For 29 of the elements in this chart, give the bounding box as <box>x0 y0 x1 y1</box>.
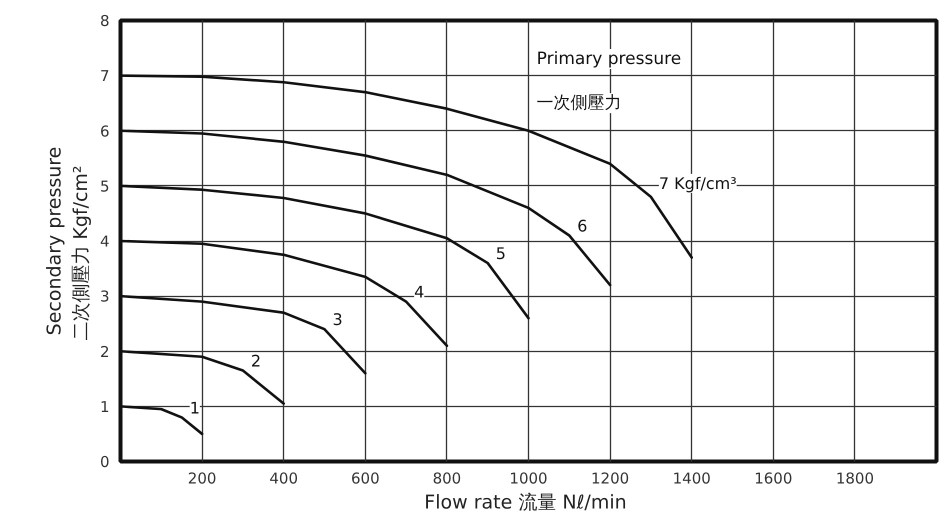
y-tick-label: 6 <box>100 122 110 140</box>
series-label: 4 <box>414 282 424 302</box>
y-tick-label: 4 <box>100 232 110 250</box>
series-label: 1 <box>190 398 200 418</box>
y-tick-label: 8 <box>100 12 110 30</box>
x-tick-label: 1400 <box>672 470 711 488</box>
x-tick-label: 1000 <box>509 470 548 488</box>
series-label: 5 <box>496 244 506 264</box>
x-tick-label: 1200 <box>591 470 630 488</box>
y-tick-label: 0 <box>100 453 110 471</box>
series-label: 3 <box>332 310 343 330</box>
y-tick-label: 5 <box>100 177 110 196</box>
x-tick-label: 400 <box>269 470 298 488</box>
x-tick-label: 1800 <box>836 470 874 488</box>
y-tick-label: 2 <box>100 342 110 361</box>
series-label: 6 <box>577 216 588 236</box>
x-tick-label: 800 <box>432 470 462 488</box>
annotation: Primary pressure <box>536 49 682 70</box>
x-tick-label: 200 <box>188 470 216 488</box>
x-axis-title: Flow rate 流量 Nℓ/min <box>424 492 627 514</box>
y-tick-label: 1 <box>100 398 110 416</box>
annotation: 一次側壓力 <box>536 93 622 114</box>
series-label: 2 <box>250 352 262 371</box>
y-axis-title: Secondary pressure 二次側壓力 Kgf/cm² <box>44 146 92 341</box>
series-label: 7 Kgf/cm³ <box>658 174 737 193</box>
y-tick-label: 7 <box>100 67 110 86</box>
x-tick-label: 1600 <box>754 470 792 488</box>
y-tick-label: 3 <box>100 288 110 306</box>
x-tick-label: 600 <box>350 470 380 488</box>
